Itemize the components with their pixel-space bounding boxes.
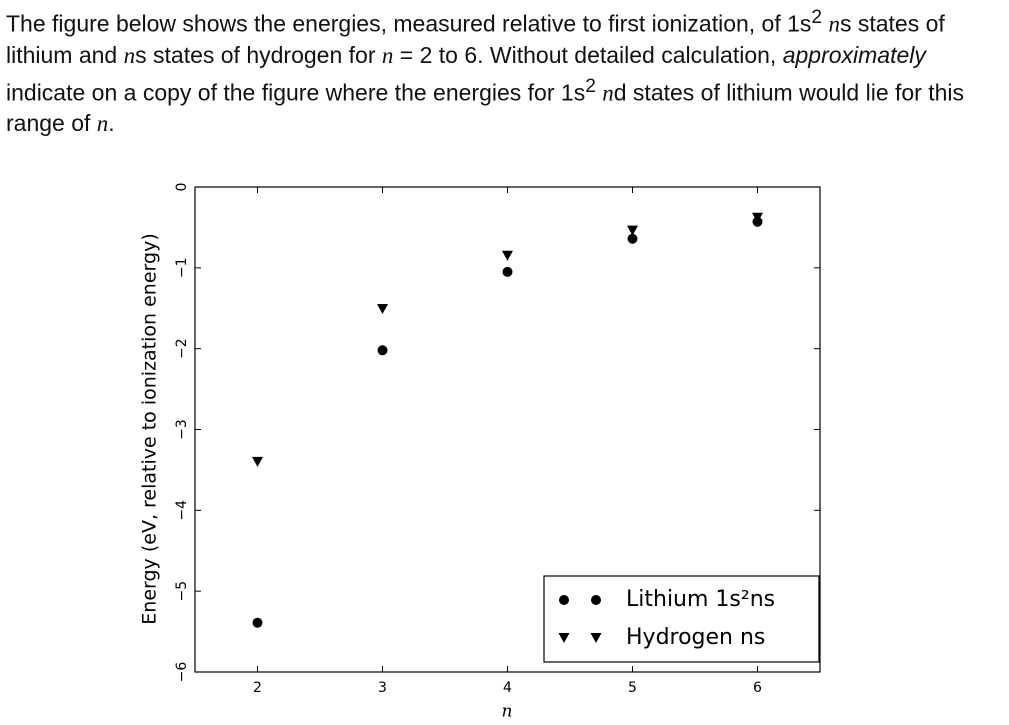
x-tick-label: 5 [628,680,637,696]
question-text: . [108,110,115,137]
data-point [377,345,388,356]
superscript: 2 [585,75,596,97]
data-point [252,617,263,628]
legend-marker [558,633,570,643]
legend-marker [590,633,602,643]
superscript: 2 [811,7,823,28]
y-tick-label: −5 [174,581,190,602]
data-point [252,456,263,467]
legend-label: Hydrogen ns [626,625,765,650]
legend-label: Lithium 1s²ns [626,587,775,612]
math-var: n [828,11,840,37]
math-var: n [96,111,109,137]
legend-marker [591,595,601,605]
question: The figure below shows the energies, mea… [6,2,1006,139]
question-text: = 2 to 6. Without detailed calculation, [393,41,783,68]
question-text: d states of lithium would lie for this r… [6,79,965,137]
question-text: The figure below shows the energies, mea… [6,10,812,37]
x-tick-label: 4 [503,680,512,696]
data-point [752,212,763,223]
emphasis: approximately [782,41,926,68]
data-point [627,225,638,236]
math-var: n [381,42,394,68]
math-var: n [123,42,136,68]
math-var: n [602,80,614,106]
x-axis-label: n [502,702,513,722]
x-tick-label: 6 [753,680,762,696]
legend-box [543,575,820,663]
question-text: s states of hydrogen for [135,41,382,68]
x-tick-label: 2 [253,680,262,696]
y-tick-label: −1 [174,258,190,279]
question-text: indicate on a copy of the figure where t… [6,79,586,106]
data-point [627,233,638,244]
question-text: s states of lithium and [6,10,945,68]
data-point [377,304,388,315]
legend-marker [559,595,569,605]
y-tick-label: −4 [174,500,190,521]
x-tick-label: 3 [378,680,387,696]
y-tick-label: −3 [174,419,190,440]
y-tick-label: 0 [174,183,190,192]
data-point [502,250,513,261]
y-tick-label: −6 [174,662,190,683]
y-tick-label: −2 [174,338,190,359]
data-point [502,266,513,277]
y-axis-label: Energy (eV, relative to ionization energ… [139,233,161,624]
